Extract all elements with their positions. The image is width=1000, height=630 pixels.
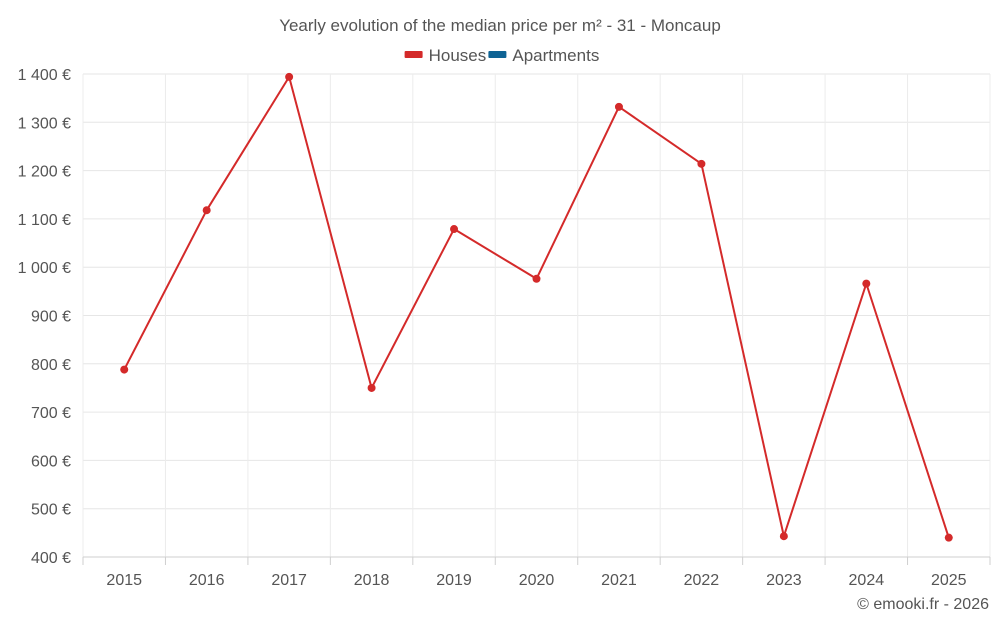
x-tick-label: 2021 [601, 572, 637, 589]
chart-title: Yearly evolution of the median price per… [279, 16, 721, 35]
x-tick-label: 2015 [106, 572, 142, 589]
x-tick-label: 2019 [436, 572, 472, 589]
y-tick-label: 1 200 € [18, 164, 71, 181]
y-tick-label: 500 € [31, 502, 71, 519]
data-point [450, 225, 459, 234]
legend-swatch [488, 51, 507, 58]
legend-swatch [404, 51, 423, 58]
y-tick-label: 1 100 € [18, 212, 71, 229]
data-point [862, 279, 871, 288]
y-tick-label: 900 € [31, 309, 71, 326]
legend-item-apartments[interactable]: Apartments [488, 46, 599, 65]
data-point [532, 274, 541, 283]
x-tick-label: 2020 [519, 572, 555, 589]
data-point [944, 533, 953, 542]
data-point [614, 102, 623, 111]
y-axis: 400 € 500 € 600 € 700 € 800 € 900 € 1 000 € 1 1… [18, 67, 71, 567]
x-tick-label: 2025 [931, 572, 967, 589]
y-tick-label: 1 300 € [18, 115, 71, 132]
y-tick-label: 800 € [31, 357, 71, 374]
data-point [202, 206, 211, 215]
y-tick-label: 400 € [31, 550, 71, 567]
x-tick-label: 2023 [766, 572, 802, 589]
legend-label: Houses [429, 46, 487, 65]
data-point [779, 532, 788, 541]
y-tick-label: 600 € [31, 453, 71, 470]
x-tick-label: 2024 [849, 572, 885, 589]
legend-item-houses[interactable]: Houses [404, 46, 487, 65]
data-point [367, 383, 376, 392]
x-axis: 2015 2016 2017 2018 2019 2020 2021 2022 2023 2024… [82, 556, 991, 589]
legend-label: Apartments [512, 46, 599, 65]
y-tick-label: 700 € [31, 405, 71, 422]
grid-lines [82, 73, 991, 558]
series-layer [120, 72, 953, 542]
y-tick-label: 1 000 € [18, 260, 71, 277]
data-point [697, 159, 706, 168]
x-tick-label: 2018 [354, 572, 390, 589]
data-point [285, 72, 294, 81]
legend[interactable]: Houses Apartments [404, 46, 600, 65]
x-tick-label: 2022 [684, 572, 720, 589]
data-point [120, 365, 129, 374]
x-tick-label: 2017 [271, 572, 307, 589]
series-houses [120, 72, 953, 542]
y-tick-label: 1 400 € [18, 67, 71, 84]
credit-text: © emooki.fr - 2026 [857, 596, 989, 613]
x-tick-label: 2016 [189, 572, 225, 589]
